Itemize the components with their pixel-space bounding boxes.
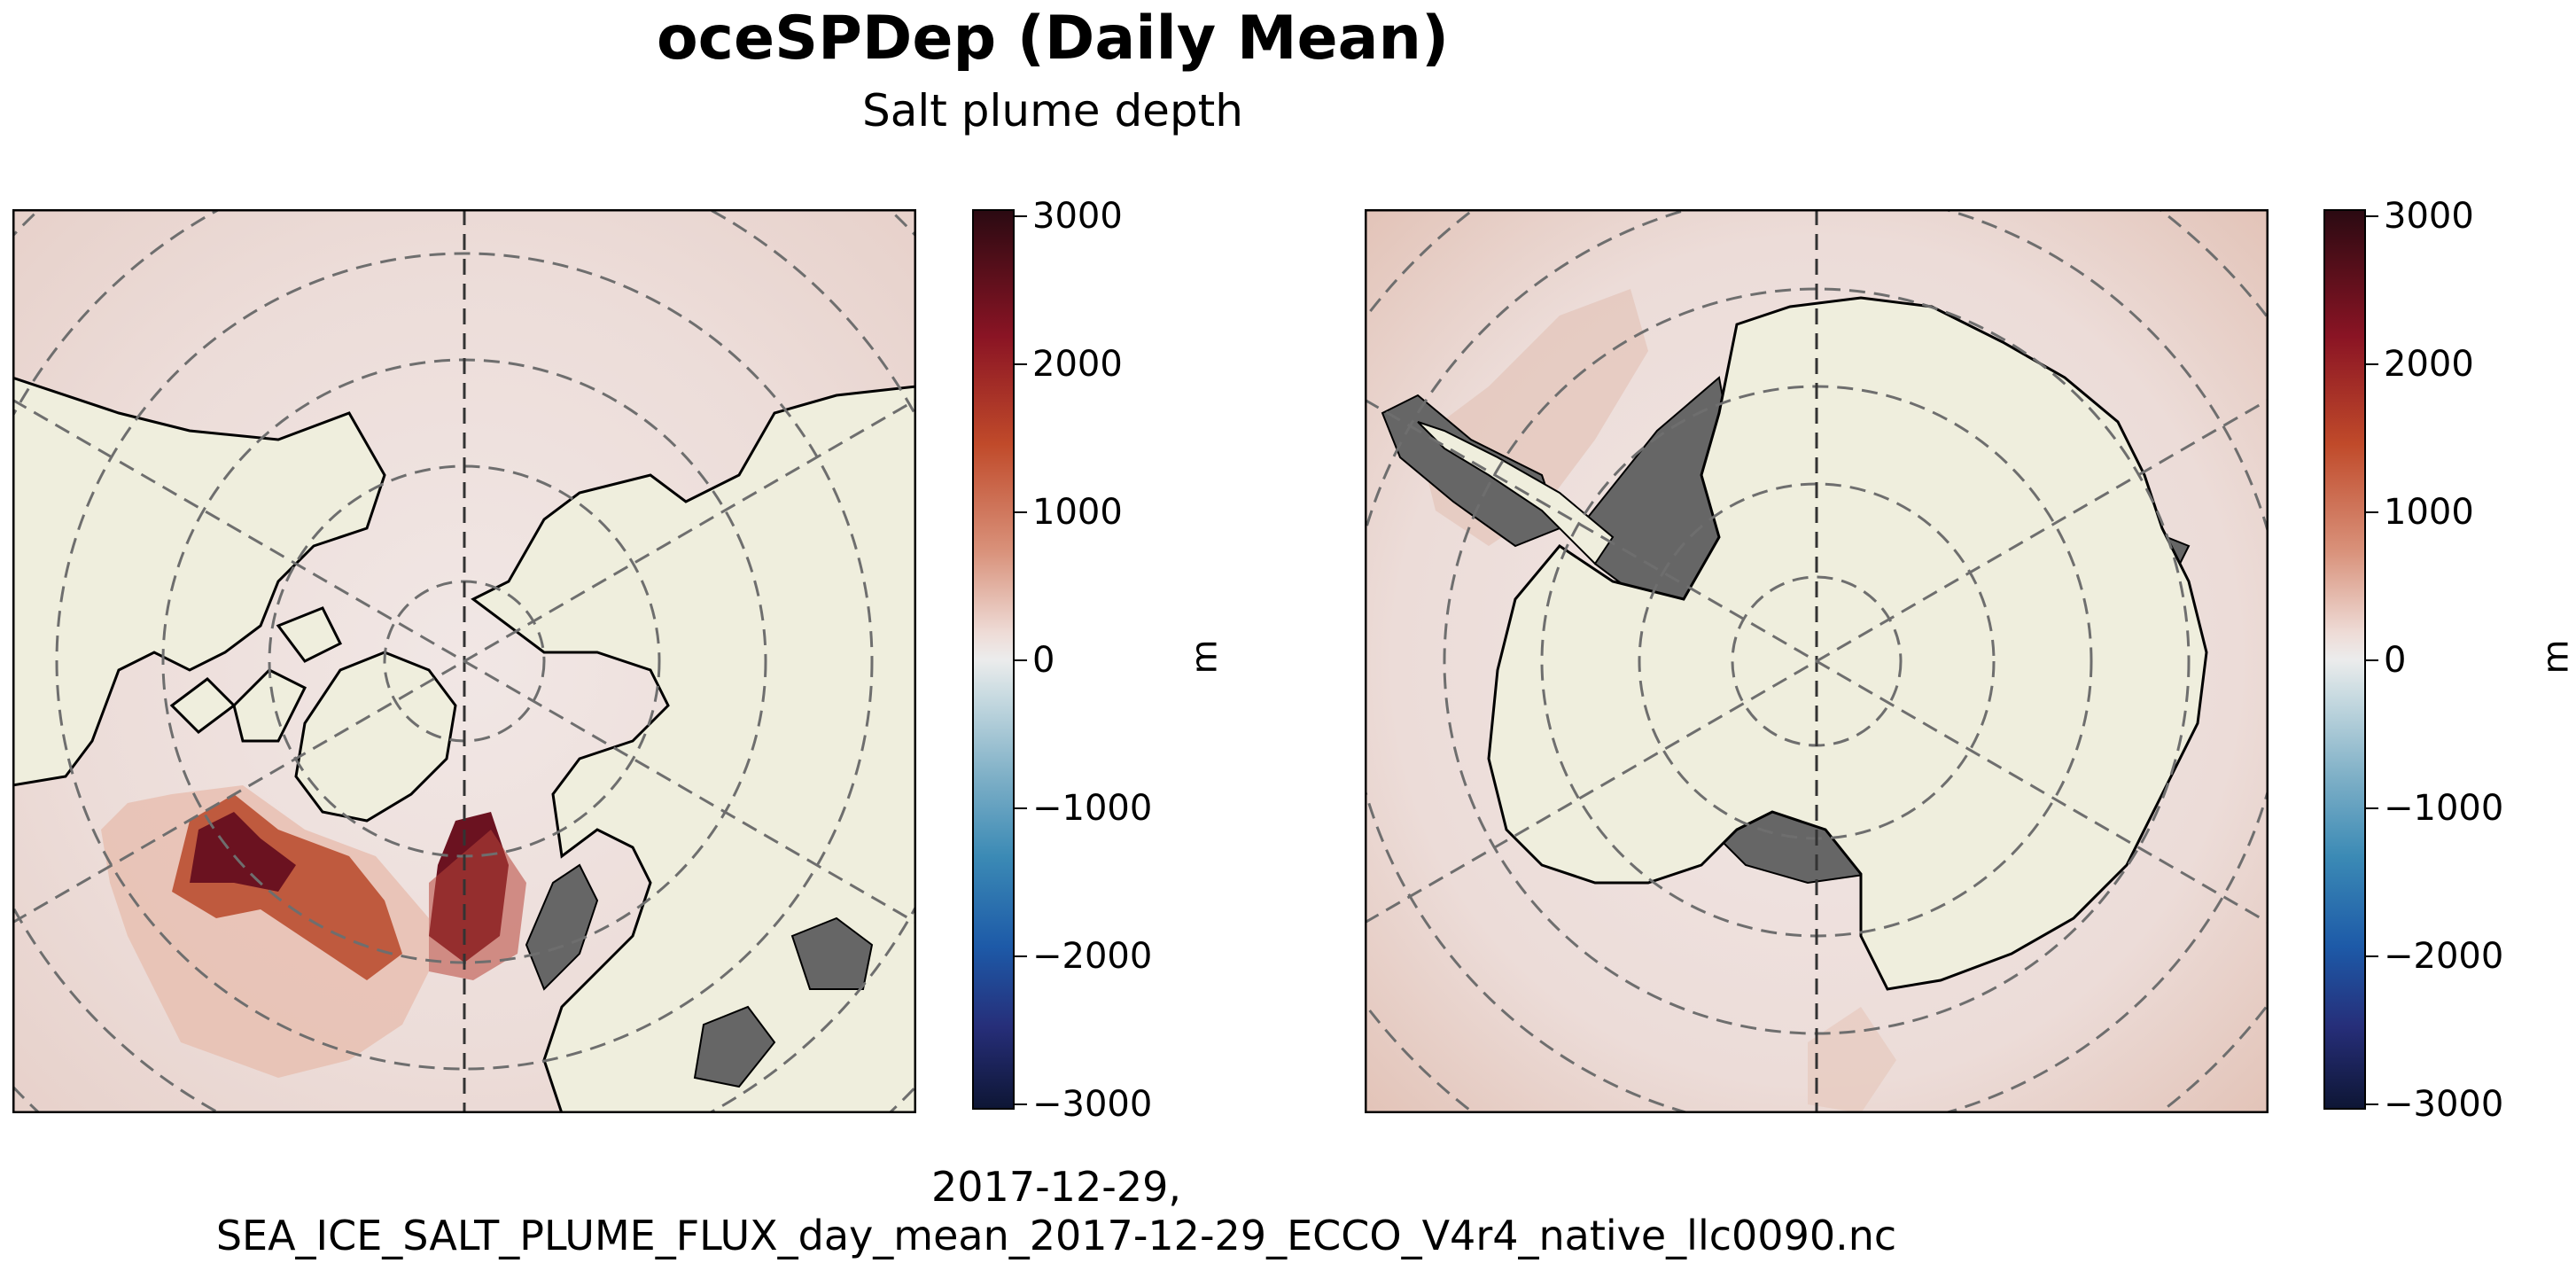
plot-subtitle: Salt plume depth	[862, 85, 1243, 136]
south-polar-map	[1365, 209, 2269, 1113]
salt-plume-peak-labrador	[190, 812, 296, 892]
land-greenland	[294, 651, 457, 823]
north-colorbar-unit: m	[1184, 639, 1226, 674]
land-missing-caspian	[693, 916, 874, 1088]
colorbar-tick-label: −2000	[1032, 936, 1153, 977]
colorbar-tick-label: −1000	[2384, 788, 2504, 829]
colorbar-tick-label: 2000	[1032, 344, 1123, 385]
file-caption: 2017-12-29, SEA_ICE_SALT_PLUME_FLUX_day_…	[0, 1163, 2113, 1260]
land-missing-scandinavia	[525, 863, 599, 991]
colorbar-tick-label: −1000	[1032, 788, 1153, 829]
caption-date: 2017-12-29,	[931, 1163, 1181, 1211]
south-colorbar-unit: m	[2535, 639, 2576, 674]
colorbar-tick-label: 0	[1032, 640, 1055, 681]
north-polar-map	[12, 209, 916, 1113]
colorbar-tick-label: −2000	[2384, 936, 2504, 977]
colorbar-tick-label: −3000	[1032, 1084, 1153, 1125]
plot-title: oceSPDep (Daily Mean)	[656, 4, 1450, 74]
colorbar-tick-label: 3000	[1032, 196, 1123, 237]
colorbar-tick-label: 3000	[2384, 196, 2474, 237]
colorbar-tick-label: 1000	[2384, 492, 2474, 533]
colorbar-tick-label: 1000	[1032, 492, 1123, 533]
caption-filename: SEA_ICE_SALT_PLUME_FLUX_day_mean_2017-12…	[215, 1212, 1897, 1259]
colorbar-tick-label: −3000	[2384, 1084, 2504, 1125]
south-colorbar	[2323, 209, 2366, 1110]
land-arctic-archipelago	[169, 606, 343, 743]
land-antarctic-peninsula	[1417, 421, 1615, 565]
north-colorbar	[972, 209, 1015, 1110]
colorbar-tick-label: 0	[2384, 640, 2407, 681]
colorbar-tick-label: 2000	[2384, 344, 2474, 385]
salt-plume-fringe	[429, 830, 526, 980]
